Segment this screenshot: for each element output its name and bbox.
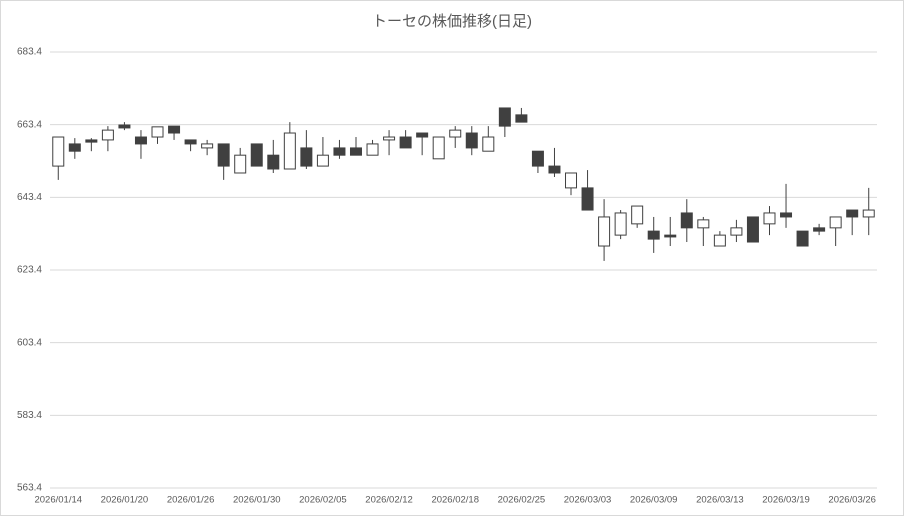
candle-body (862, 209, 875, 218)
y-tick-label: 643.4 (17, 192, 42, 203)
x-tick-label: 2026/02/05 (299, 495, 347, 506)
x-tick-label: 2026/02/12 (365, 495, 413, 506)
candle-body (581, 187, 594, 211)
candle-body (432, 136, 445, 160)
candle-body (168, 125, 181, 134)
candle-body (746, 216, 759, 243)
candle-body (68, 143, 81, 152)
candle-body (796, 230, 809, 247)
candle-body (201, 143, 214, 149)
candle-body (614, 212, 627, 236)
x-tick-label: 2026/03/26 (828, 495, 876, 506)
candle-body (713, 234, 726, 247)
candle-body (118, 124, 131, 129)
candle-body (680, 212, 693, 229)
candle-body (631, 205, 644, 225)
candle-body (333, 147, 346, 156)
candle-body (184, 139, 197, 145)
x-tick-label: 2026/01/14 (34, 495, 82, 506)
x-tick-label: 2026/02/18 (431, 495, 479, 506)
chart-title: トーセの株価推移(日足) (372, 13, 532, 30)
candle-body (383, 136, 396, 141)
candle-body (482, 136, 495, 152)
candle-body (217, 143, 230, 167)
y-tick-label: 663.4 (17, 119, 42, 130)
candle-body (366, 143, 379, 156)
candle-body (697, 219, 710, 229)
candle-body (101, 129, 114, 141)
candle-body (267, 154, 280, 170)
x-tick-label: 2026/02/25 (498, 495, 546, 506)
candle-body (283, 132, 296, 170)
x-tick-label: 2026/01/30 (233, 495, 281, 506)
candle-body (316, 154, 329, 167)
candle-body (234, 154, 247, 174)
candle-body (416, 132, 429, 138)
candle-body (647, 230, 660, 240)
x-tick-label: 2026/03/19 (762, 495, 810, 506)
candle-body (449, 129, 462, 138)
candle-body (498, 107, 511, 127)
candle-body (52, 136, 65, 167)
candle-body (465, 132, 478, 149)
y-tick-label: 583.4 (17, 410, 42, 421)
candle-body (565, 172, 578, 189)
candle-body (780, 212, 793, 218)
candle-body (151, 126, 164, 138)
candle-body (763, 212, 776, 225)
x-tick-label: 2026/03/13 (696, 495, 744, 506)
y-tick-label: 603.4 (17, 337, 42, 348)
candle-body (730, 227, 743, 236)
x-tick-label: 2026/03/03 (564, 495, 612, 506)
candle-body (250, 143, 263, 167)
candle-body (399, 136, 412, 149)
candle-body (134, 136, 147, 145)
candle-body (531, 150, 544, 167)
candle-body (829, 216, 842, 229)
candle-body (548, 165, 561, 174)
candle-body (85, 139, 98, 143)
candle-body (664, 234, 677, 238)
x-tick-label: 2026/01/26 (167, 495, 215, 506)
candle-body (349, 147, 362, 156)
candle-body (813, 227, 826, 232)
y-tick-label: 623.4 (17, 265, 42, 276)
candle-body (598, 216, 611, 247)
y-tick-label: 563.4 (17, 483, 42, 494)
candle-body (515, 114, 528, 123)
x-tick-label: 2026/01/20 (101, 495, 149, 506)
x-tick-label: 2026/03/09 (630, 495, 678, 506)
y-tick-label: 683.4 (17, 47, 42, 58)
candle-body (300, 147, 313, 167)
candle-body (846, 209, 859, 218)
